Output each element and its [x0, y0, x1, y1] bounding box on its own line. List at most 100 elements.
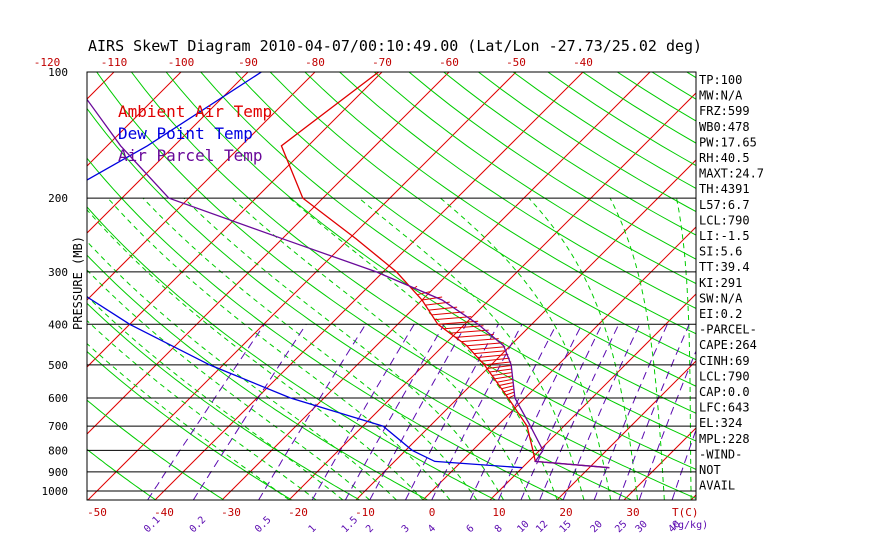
isotherm-line: [758, 53, 870, 500]
top-temp-tick-label: -70: [372, 56, 392, 69]
dry-adiabat-line: [269, 72, 696, 361]
dry-adiabat-line: [791, 53, 870, 500]
cape-hatch-line: [496, 378, 514, 383]
moist-adiabat-line: [609, 197, 665, 500]
index-label: MPL:228: [699, 432, 750, 446]
mixing-ratio-lines: [147, 324, 696, 500]
pressure-tick-label: 400: [48, 318, 68, 331]
pressure-tick-label: 1000: [42, 485, 69, 498]
cape-hatch-line: [489, 368, 513, 373]
dry-adiabat-line: [685, 72, 696, 79]
mixing-ratio-tick-label: 10: [515, 519, 531, 535]
temperature-bottom-axis: -50 -40 -30 -20 -10 0 10 20 30 T(C): [87, 506, 698, 519]
dry-adiabat-line: [87, 399, 224, 500]
dry-adiabat-line: [87, 350, 292, 500]
mixing-ratio-line: [469, 324, 557, 500]
cape-hatch-line: [449, 329, 489, 334]
dry-adiabat-line: [87, 254, 428, 500]
bottom-temp-tick-label: -10: [355, 506, 375, 519]
cape-hatch-line: [434, 316, 472, 321]
moist-adiabat-line: [358, 197, 585, 500]
mixing-ratio-unit-label: (g/kg): [672, 520, 708, 531]
cape-hatch-line: [466, 342, 504, 347]
index-label: MAXT:24.7: [699, 167, 764, 181]
mixing-ratio-tick-label: 8: [493, 523, 505, 535]
isotherm-line: [288, 92, 696, 500]
mixing-ratio-line: [369, 324, 467, 500]
cape-hatch-line: [470, 346, 506, 351]
isotherm-line: [355, 159, 696, 500]
bottom-temp-tick-label: -20: [288, 506, 308, 519]
mixing-ratio-line: [147, 324, 265, 500]
cape-hatch-line: [474, 350, 507, 355]
dry-adiabat-line: [87, 206, 496, 500]
dry-adiabat-line: [304, 72, 696, 335]
mixing-ratio-line: [671, 428, 696, 500]
isotherm-line: [87, 72, 517, 500]
index-label: CINH:69: [699, 354, 750, 368]
moist-adiabat-line: [528, 197, 638, 500]
index-label: FRZ:599: [699, 104, 750, 118]
isotherm-line: [556, 360, 696, 500]
top-temp-tick-label: -110: [101, 56, 128, 69]
legend-entry: Dew Point Temp: [118, 124, 253, 143]
index-label: SI:5.6: [699, 245, 742, 259]
isobar-lines: [87, 72, 696, 492]
mixing-ratio-tick-label: 2: [364, 523, 376, 535]
cape-hatch-line: [505, 391, 515, 396]
chart-title: AIRS SkewT Diagram 2010-04-07/00:10:49.0…: [88, 37, 702, 55]
index-label: -PARCEL-: [699, 323, 757, 337]
dry-adiabat-line: [758, 53, 870, 500]
legend: Ambient Air Temp Dew Point Temp Air Parcel…: [118, 102, 272, 165]
dry-adiabat-line: [165, 72, 696, 442]
mixing-ratio-tick-label: 0.2: [188, 515, 209, 536]
top-temp-tick-label: -60: [439, 56, 459, 69]
bottom-temp-tick-label: -50: [87, 506, 107, 519]
mixing-ratio-line: [618, 324, 690, 500]
temperature-top-axis: -120 -110 -100 -90 -80 -70 -60 -50 -40: [34, 56, 593, 69]
isotherm-line: [422, 226, 696, 500]
isotherm-line: [87, 72, 383, 368]
mixing-ratio-tick-label: 3: [400, 523, 412, 535]
isotherm-line: [87, 72, 182, 167]
dry-adiabat-line: [859, 53, 870, 500]
bottom-temp-tick-label: -30: [221, 506, 241, 519]
dry-adiabat-line: [87, 157, 564, 500]
mixing-ratio-line: [192, 324, 307, 500]
mixing-ratio-line: [520, 324, 603, 500]
isotherm-line: [154, 72, 584, 500]
index-label: TP:100: [699, 73, 742, 87]
pressure-tick-label: 200: [48, 192, 68, 205]
index-label: PW:17.65: [699, 135, 757, 149]
series-line-2: [87, 98, 610, 469]
cape-hatch-line: [508, 394, 516, 399]
mixing-ratio-line: [431, 324, 523, 500]
legend-entry: Air Parcel Temp: [118, 146, 263, 165]
top-temp-tick-label: -50: [506, 56, 526, 69]
moist-adiabat-lines: [87, 197, 692, 500]
dry-adiabat-line: [200, 72, 696, 414]
pressure-tick-label: 300: [48, 266, 68, 279]
mixing-ratio-line: [638, 350, 696, 500]
mixing-ratio-tick-label: 12: [534, 519, 550, 535]
bottom-temp-tick-label: 30: [626, 506, 639, 519]
mixing-ratio-tick-label: 30: [634, 519, 650, 535]
cape-hatch-line: [443, 325, 484, 330]
dry-adiabat-line: [825, 53, 870, 500]
mixing-ratio-line: [539, 324, 620, 500]
moist-adiabat-line: [87, 209, 424, 500]
bottom-temp-tick-label: 0: [429, 506, 436, 519]
mixing-ratio-line: [311, 324, 415, 500]
cape-hatch-line: [499, 382, 514, 386]
cape-hatch-line: [486, 364, 512, 369]
index-label: EI:0.2: [699, 307, 742, 321]
top-temp-tick-label: -40: [573, 56, 593, 69]
dry-adiabat-lines: [0, 53, 870, 500]
index-label: CAPE:264: [699, 338, 757, 352]
dry-adiabat-line: [477, 72, 696, 213]
moist-adiabat-line: [289, 197, 558, 500]
index-label: KI:291: [699, 276, 742, 290]
moist-adiabat-line: [107, 197, 451, 500]
index-label: L57:6.7: [699, 198, 750, 212]
dry-adiabat-line: [0, 53, 20, 500]
